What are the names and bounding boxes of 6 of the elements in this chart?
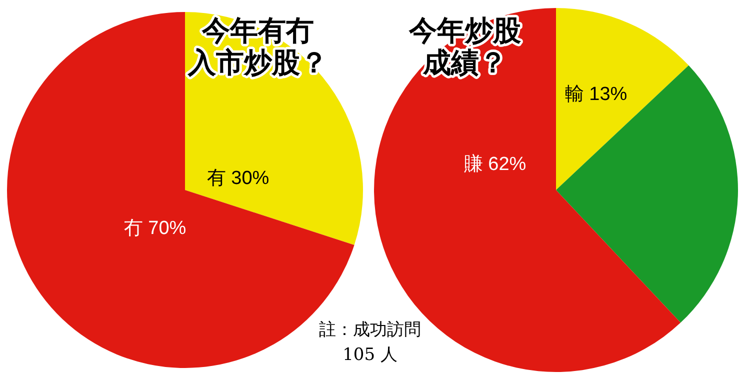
text: 今年炒股成績？ bbox=[408, 14, 522, 79]
slice-label: 輸 13% bbox=[564, 84, 628, 105]
slice-label: 有 30% bbox=[206, 168, 270, 189]
text: 註：成功訪問 105 人 bbox=[319, 320, 421, 365]
slice-label: 冇 70% bbox=[124, 218, 186, 239]
slice-label: 賺 62% bbox=[464, 153, 526, 175]
